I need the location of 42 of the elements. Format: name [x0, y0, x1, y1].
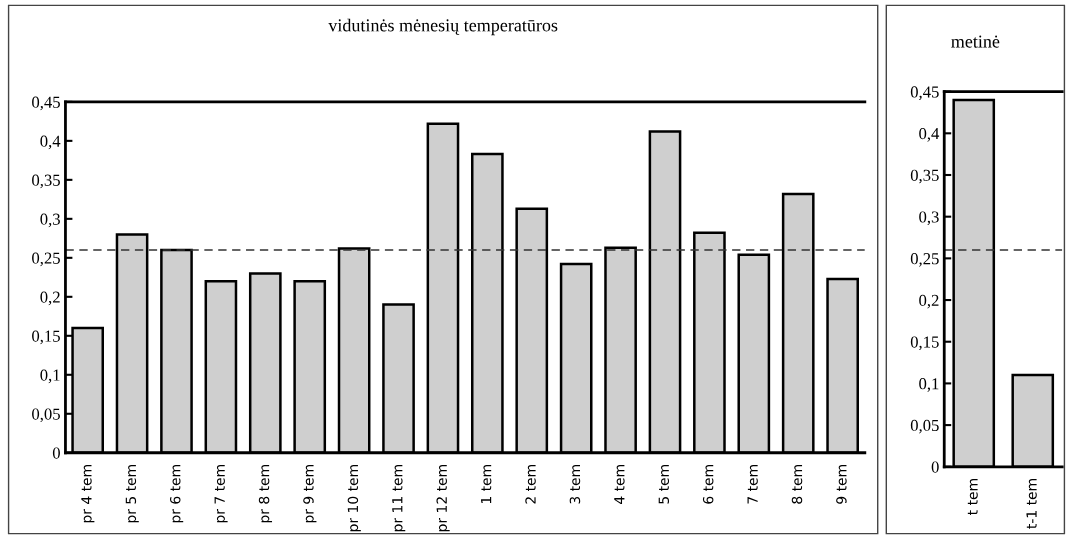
- y-tick-label: 0,2: [919, 294, 939, 309]
- x-tick-label: 5 tem: [658, 465, 670, 504]
- x-tick-label: 4 tem: [614, 465, 625, 504]
- chart-title: metinė: [951, 35, 1000, 48]
- y-tick-label: 0: [52, 447, 60, 459]
- y-tick-label: 0,35: [32, 174, 60, 189]
- y-tick-label: 0,3: [40, 213, 60, 228]
- x-tick-label: pr 9 tem: [303, 465, 317, 523]
- x-tick-label: pr 7 tem: [214, 465, 228, 523]
- y-tick-label: 0,15: [910, 336, 939, 351]
- x-tick-label: 2 tem: [525, 465, 536, 504]
- y-tick-label: 0,2: [40, 291, 60, 306]
- y-tick-label: 0,35: [910, 169, 939, 184]
- y-tick-label: 0,4: [919, 128, 940, 142]
- y-tick-label: 0,45: [910, 86, 939, 100]
- y-tick-label: 0,4: [40, 135, 61, 150]
- x-tick-label: pr 5 tem: [125, 465, 139, 523]
- x-tick-label: t tem: [967, 479, 978, 515]
- y-tick-label: 0,3: [919, 211, 939, 226]
- chart-title: vidutinės mėnesių temperatūros: [328, 18, 558, 36]
- x-tick-label: t-1 tem: [1026, 479, 1037, 529]
- x-tick-label: 1 tem: [481, 465, 492, 504]
- x-tick-label: 9 tem: [836, 465, 847, 504]
- x-tick-label: pr 8 tem: [258, 465, 273, 523]
- y-tick-label: 0,25: [910, 253, 939, 267]
- x-tick-label: pr 4 tem: [81, 465, 95, 523]
- x-tick-label: pr 10 tem: [347, 465, 361, 532]
- y-tick-label: 0,05: [32, 408, 60, 423]
- y-tick-label: 0,25: [32, 252, 60, 267]
- y-tick-label: 0,1: [40, 369, 60, 384]
- x-tick-label: pr 11 tem: [392, 465, 406, 532]
- x-tick-label: pr 12 tem: [436, 465, 450, 532]
- y-tick-label: 0: [931, 461, 939, 473]
- x-tick-label: pr 6 tem: [170, 465, 184, 523]
- x-tick-label: 8 tem: [791, 465, 803, 504]
- y-tick-label: 0,1: [919, 378, 939, 392]
- x-tick-label: 3 tem: [569, 465, 581, 504]
- x-tick-label: 6 tem: [702, 465, 714, 504]
- x-tick-label: 7 tem: [747, 465, 758, 504]
- y-tick-label: 0,05: [910, 419, 939, 434]
- y-tick-label: 0,15: [32, 330, 60, 345]
- y-tick-label: 0,45: [32, 96, 60, 111]
